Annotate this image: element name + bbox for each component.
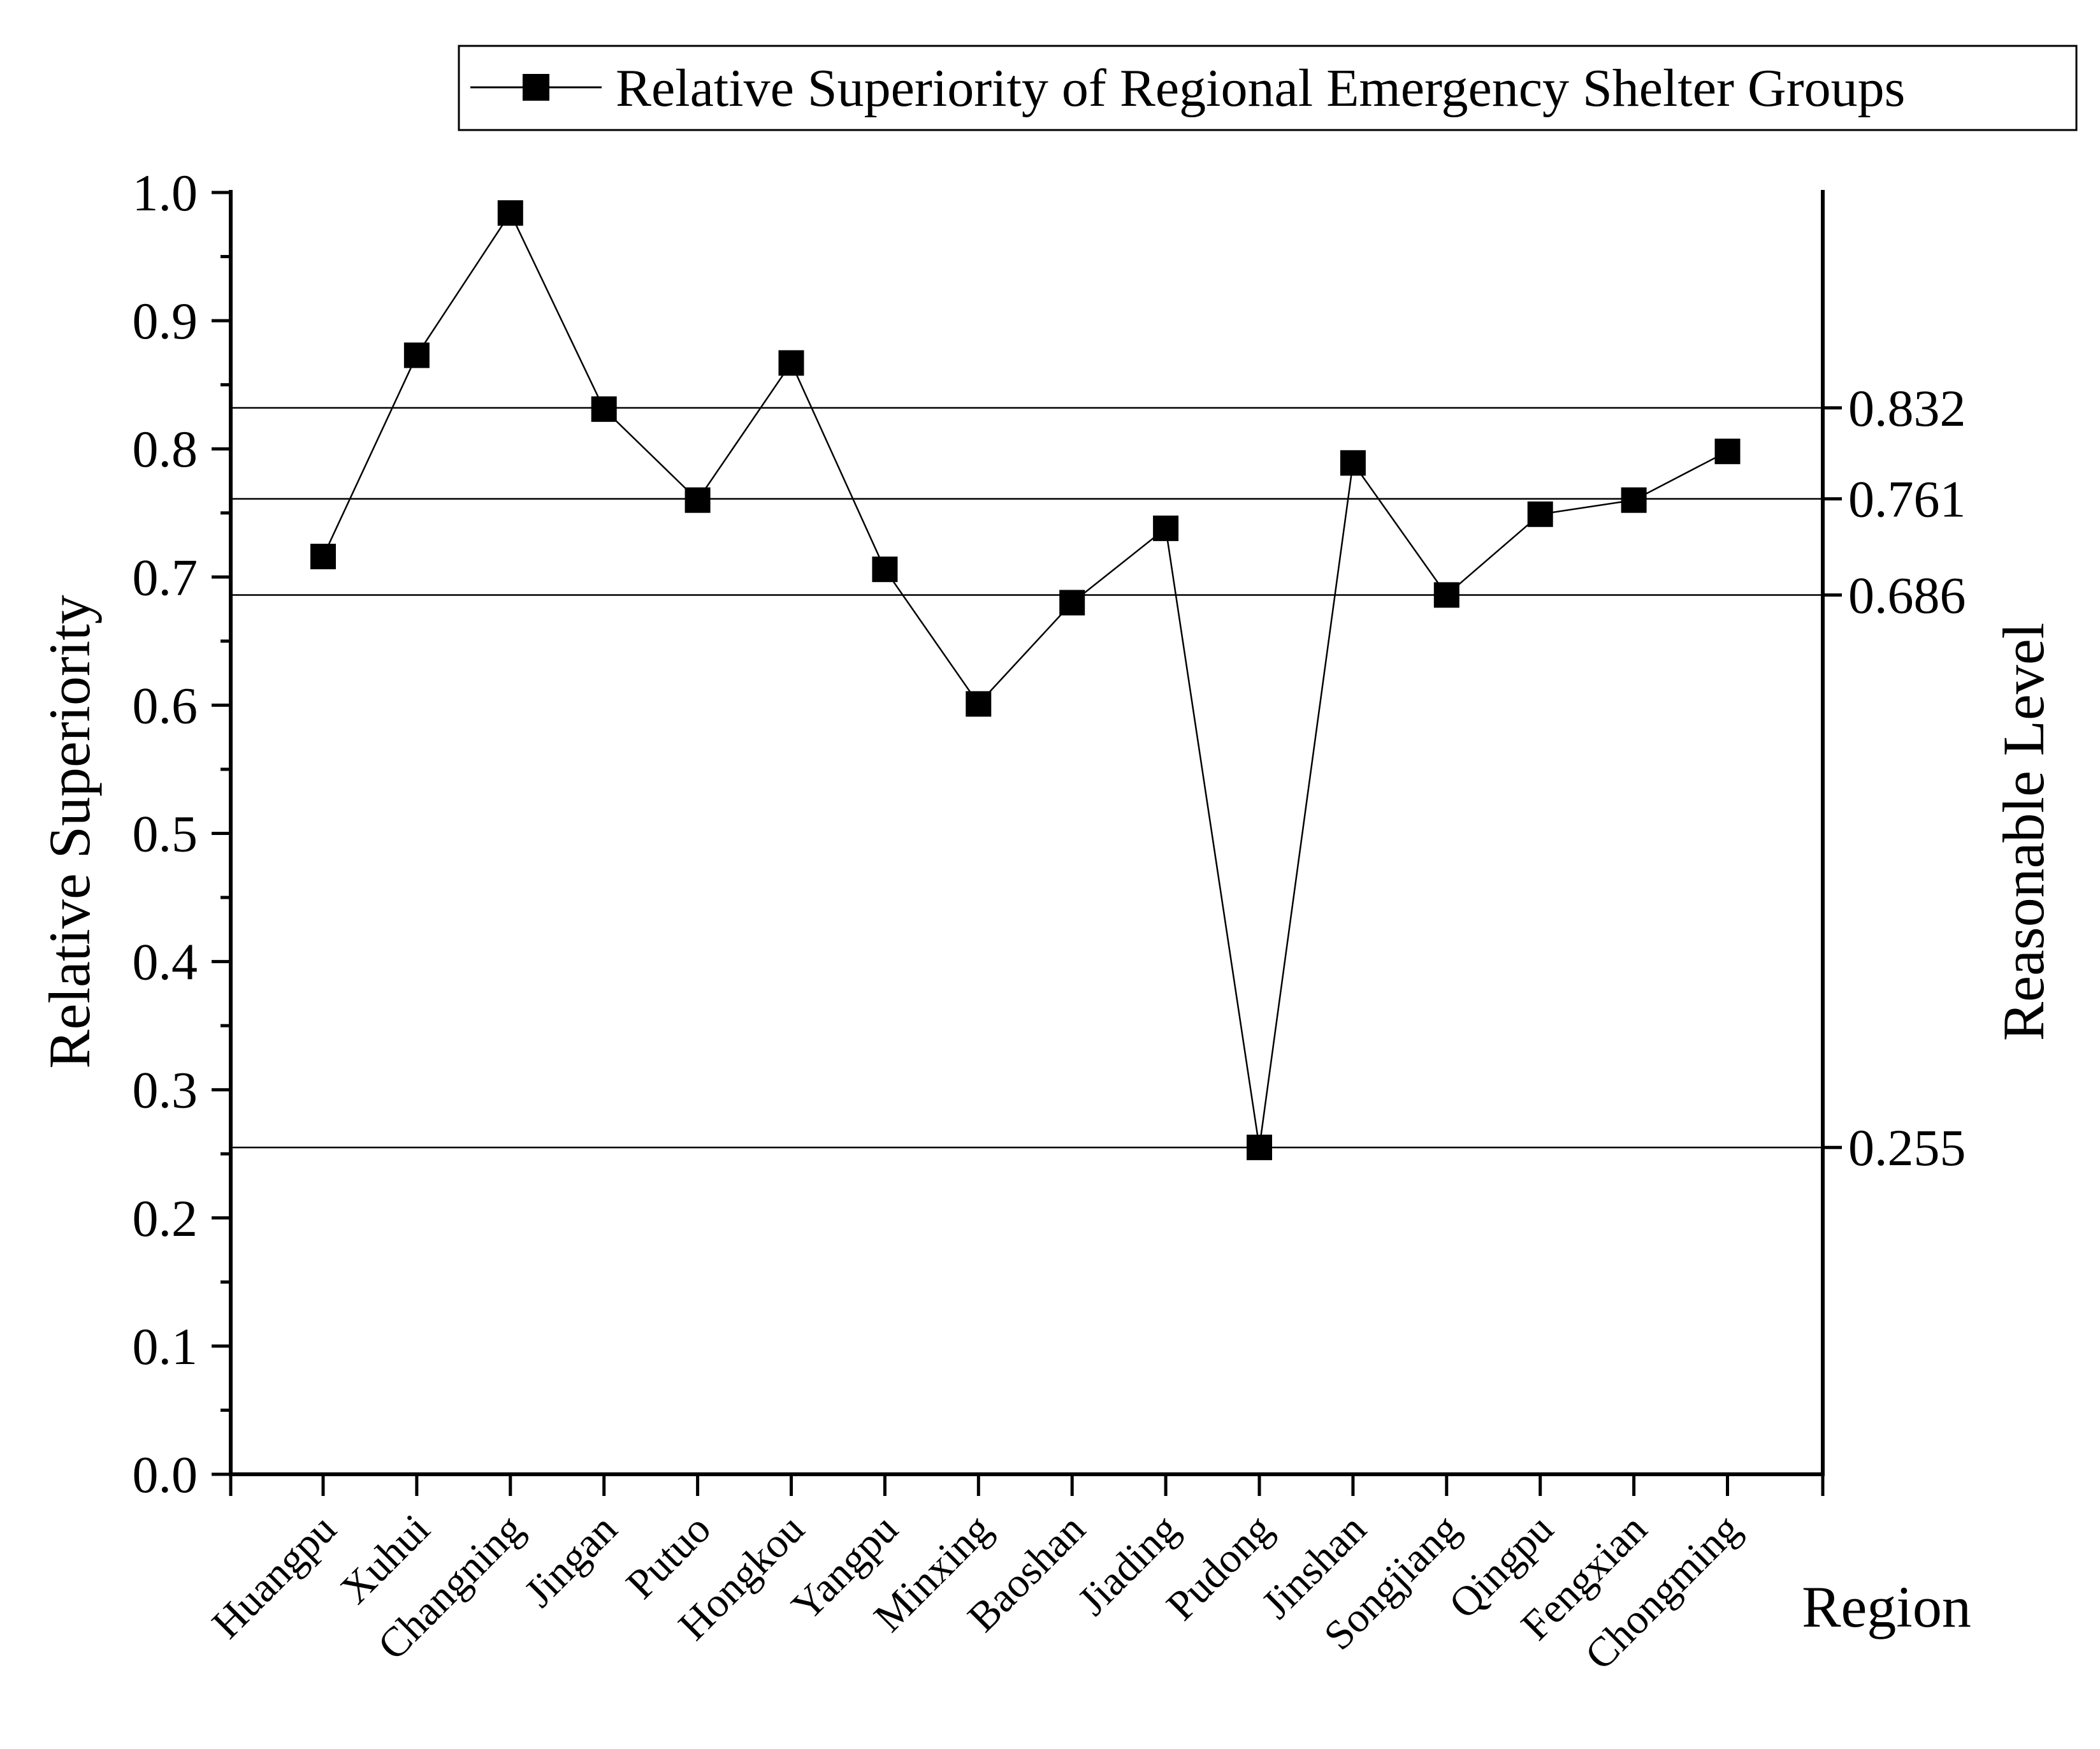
data-point-marker [1059, 590, 1085, 616]
reference-line-label: 0.255 [1848, 1119, 1966, 1177]
data-point-marker [1247, 1135, 1272, 1161]
y-tick-label: 0.7 [133, 548, 198, 606]
y-tick-label: 0.1 [133, 1317, 198, 1375]
series-line-group [322, 211, 1728, 1148]
x-tick-label: Pudong [1157, 1506, 1281, 1629]
reference-lines: 0.832 0.761 0.686 0.255 [231, 379, 1966, 1177]
y-tick-label: 0.6 [133, 676, 198, 734]
data-point-marker [497, 200, 523, 226]
axes [229, 190, 1825, 1476]
reference-line-label: 0.832 [1848, 379, 1966, 437]
x-tick-label: Jingan [516, 1506, 626, 1616]
data-point-marker [1340, 450, 1366, 476]
x-axis-ticks: HuangpuXuhuiChangningJinganPutuoHongkouY… [203, 1474, 1825, 1679]
y-tick-label: 0.3 [133, 1061, 198, 1119]
data-point-marker [1621, 487, 1647, 513]
series-line [322, 211, 1728, 1148]
data-point-marker [872, 556, 898, 583]
data-point-marker [966, 691, 992, 717]
legend-label: Relative Superiority of Regional Emergen… [616, 59, 1905, 118]
data-point-marker [403, 342, 430, 368]
y-tick-label: 0.8 [133, 420, 198, 478]
x-tick-label: Huangpu [203, 1506, 345, 1648]
data-point-marker [1527, 501, 1553, 527]
y-tick-label: 0.9 [133, 292, 198, 350]
legend-box [458, 45, 2078, 131]
data-point-marker [684, 487, 711, 513]
y-tick-label: 0.2 [133, 1189, 198, 1247]
reference-line-label: 0.761 [1848, 470, 1966, 528]
y-axis-ticks: 0.0 0.1 0.2 0.3 0.4 0.5 0.6 0.7 0.8 0.9 1.0 [133, 164, 231, 1504]
data-point-marker [310, 544, 336, 570]
y-axis-label: Relative Superiority [37, 595, 102, 1069]
data-point-marker [778, 350, 804, 376]
x-axis-label: Region [1802, 1574, 1971, 1639]
data-point-marker [1153, 515, 1179, 541]
data-point-marker [1433, 582, 1459, 608]
y-tick-label: 0.5 [133, 805, 198, 863]
y-tick-label: 0.4 [133, 933, 198, 991]
y2-axis-label: Reasonable Level [1991, 623, 2056, 1041]
data-point-marker [1714, 439, 1741, 465]
data-point-marker [591, 396, 617, 422]
y-tick-label: 1.0 [133, 164, 198, 222]
reference-line-label: 0.686 [1848, 566, 1966, 624]
legend: Relative Superiority of Regional Emergen… [458, 45, 2078, 131]
data-markers [310, 200, 1741, 1161]
legend-square-marker [523, 74, 549, 101]
y-tick-label: 0.0 [133, 1446, 198, 1504]
